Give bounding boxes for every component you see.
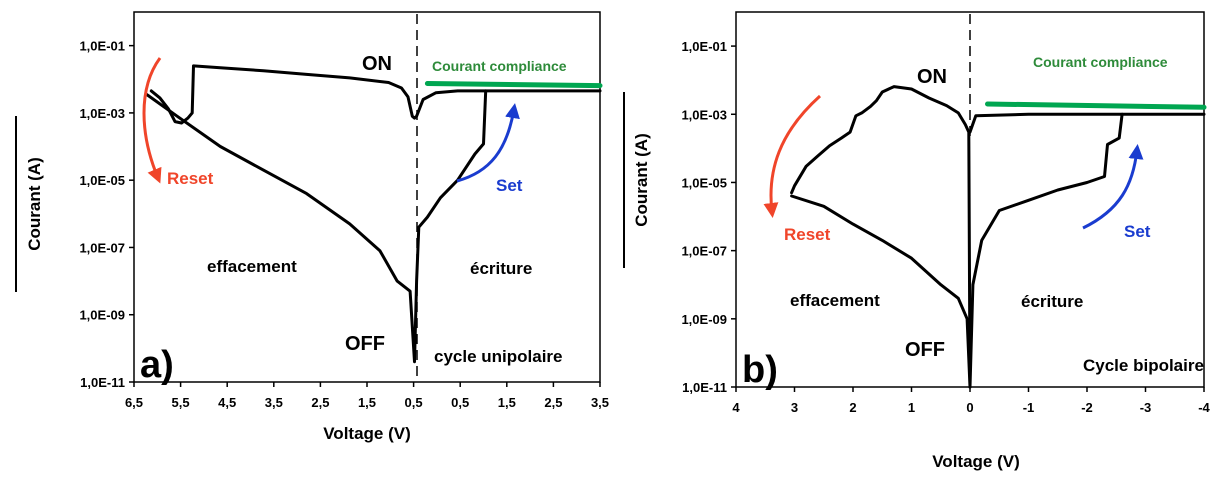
x-tick-label: 3 [791, 400, 798, 415]
y-tick-label: 1,0E-07 [79, 240, 125, 255]
panel-b-letter: b) [742, 349, 778, 391]
y-tick-label: 1,0E-01 [79, 39, 125, 54]
x-tick-label: 4,5 [218, 395, 236, 410]
panel-b-series [790, 85, 1207, 389]
panel-b-x-ticks: 4 3 2 1 0 -1 -2 -3 -4 [732, 387, 1211, 415]
panel-a-cycle-label: cycle unipolaire [434, 347, 563, 366]
panel-b-reset-arrow [763, 94, 822, 218]
y-tick-label: 1,0E-01 [681, 39, 727, 54]
panel-a-x-axis-label: Voltage (V) [323, 424, 411, 443]
panel-b-set-label: Set [1124, 222, 1151, 241]
x-tick-label: -2 [1081, 400, 1093, 415]
panel-b-on-label: ON [917, 66, 947, 88]
compliance-line [424, 81, 603, 89]
panel-a-reset-arrow [142, 57, 162, 184]
y-tick-label: 1,0E-11 [80, 375, 125, 390]
y-tick-label: 1,0E-09 [681, 312, 727, 327]
x-tick-label: -3 [1140, 400, 1152, 415]
panel-a-compliance-label: Courant compliance [432, 58, 567, 74]
x-tick-label: 3,5 [265, 395, 283, 410]
panel-b-off-label: OFF [905, 339, 945, 361]
panel-b-effacement-label: effacement [790, 291, 880, 310]
compliance-line [985, 101, 1207, 110]
panel-a-reset-label: Reset [167, 169, 214, 188]
y-tick-label: 1,0E-05 [681, 175, 727, 190]
panel-a-y-ticks: 1,0E-11 1,0E-09 1,0E-07 1,0E-05 1,0E-03 1,0E-… [79, 39, 134, 390]
x-tick-label: 1 [908, 400, 915, 415]
y-tick-label: 1,0E-11 [682, 380, 727, 395]
x-tick-label: 0,5 [451, 395, 469, 410]
x-tick-label: 0 [966, 400, 973, 415]
panel-a-chart: 1,0E-11 1,0E-09 1,0E-07 1,0E-05 1,0E-03 1,0E-… [15, 11, 609, 443]
panel-b-y-ticks: 1,0E-11 1,0E-09 1,0E-07 1,0E-05 1,0E-03 1,0E-… [681, 39, 736, 395]
x-tick-label: -1 [1023, 400, 1035, 415]
panel-b-chart: 1,0E-11 1,0E-09 1,0E-07 1,0E-05 1,0E-03 1,0E-… [623, 11, 1211, 471]
panel-a-effacement-label: effacement [207, 257, 297, 276]
iv-curve-1 [149, 64, 602, 125]
x-tick-label: 1,5 [358, 395, 376, 410]
x-tick-label: 3,5 [591, 395, 609, 410]
x-tick-label: 6,5 [125, 395, 143, 410]
y-tick-label: 1,0E-09 [79, 308, 125, 323]
y-tick-label: 1,0E-07 [681, 244, 727, 259]
panel-a-letter: a) [140, 344, 174, 386]
panel-a-x-ticks: 6,5 5,5 4,5 3,5 2,5 1,5 0,5 0,5 1,5 2,5 3,5 [125, 382, 609, 410]
iv-curve-2 [145, 89, 488, 364]
x-tick-label: 2,5 [544, 395, 562, 410]
x-tick-label: 4 [732, 400, 740, 415]
panel-a-set-arrow [456, 103, 520, 183]
y-tick-label: 1,0E-03 [79, 106, 125, 121]
panel-a-series [145, 64, 603, 364]
x-tick-label: 0,5 [405, 395, 423, 410]
panel-b-cycle-label: Cycle bipolaire [1083, 356, 1204, 375]
panel-b-y-axis-label: Courant (A) [632, 133, 651, 226]
x-tick-label: 1,5 [498, 395, 516, 410]
panel-b-set-arrow [1082, 144, 1144, 230]
iv-curve-2 [790, 112, 1124, 389]
y-tick-label: 1,0E-05 [79, 173, 125, 188]
x-tick-label: -4 [1198, 400, 1210, 415]
panel-a-y-axis-label: Courant (A) [25, 157, 44, 250]
panel-a-off-label: OFF [345, 333, 385, 355]
x-tick-label: 2 [849, 400, 856, 415]
x-tick-label: 5,5 [172, 395, 190, 410]
panel-a-on-label: ON [362, 53, 392, 75]
iv-curve-1 [790, 85, 972, 389]
panel-a-set-label: Set [496, 176, 523, 195]
panel-a-ecriture-label: écriture [470, 259, 532, 278]
panel-b-reset-label: Reset [784, 225, 831, 244]
iv-curve-3 [968, 112, 1206, 134]
x-tick-label: 2,5 [311, 395, 329, 410]
y-tick-label: 1,0E-03 [681, 107, 727, 122]
panel-b-ecriture-label: écriture [1021, 292, 1083, 311]
panel-b-compliance-label: Courant compliance [1033, 54, 1168, 70]
panel-b-x-axis-label: Voltage (V) [932, 452, 1020, 471]
